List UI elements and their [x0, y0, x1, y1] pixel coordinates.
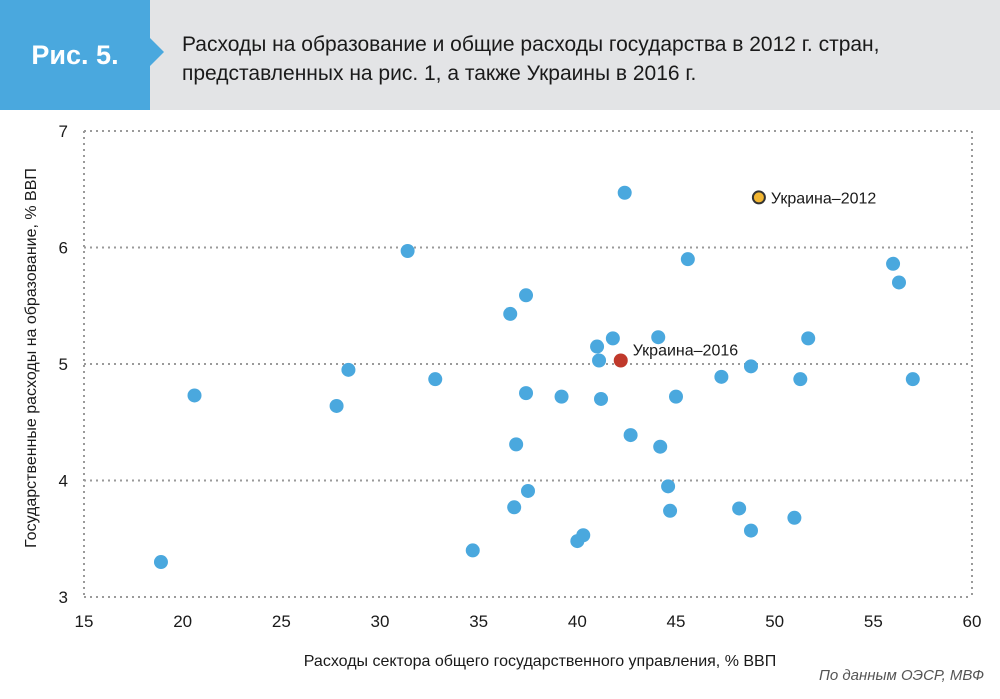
data-point — [465, 543, 480, 558]
data-point — [187, 388, 202, 403]
data-point — [732, 501, 747, 516]
data-point — [519, 288, 534, 303]
data-point — [651, 330, 666, 345]
data-point — [341, 362, 356, 377]
x-axis-label: Расходы сектора общего государственного … — [304, 653, 776, 670]
data-point — [801, 331, 816, 346]
point-labels: Украина–2012 Украина–2016 — [633, 190, 877, 359]
y-axis-label: Государственные расходы на образование, … — [23, 168, 40, 548]
data-point — [590, 339, 605, 354]
data-point — [329, 398, 344, 413]
x-tick-label: 30 — [371, 612, 390, 631]
data-point — [714, 369, 729, 384]
data-point — [886, 256, 901, 271]
x-tick-label: 45 — [667, 612, 686, 631]
chart-title-line-2: представленных на рис. 1, а также Украин… — [182, 62, 697, 85]
data-point — [787, 510, 802, 525]
figure-label: Рис. 5. — [31, 40, 119, 70]
y-tick-label: 6 — [59, 239, 68, 258]
data-point — [503, 306, 518, 321]
x-tick-label: 60 — [963, 612, 982, 631]
data-point — [576, 528, 591, 543]
data-point — [554, 389, 569, 404]
y-tick-label: 5 — [59, 355, 68, 374]
header-bar: Рис. 5. Расходы на образование и общие р… — [0, 0, 1000, 110]
x-tick-label: 35 — [469, 612, 488, 631]
x-tick-label: 55 — [864, 612, 883, 631]
x-tick-label: 20 — [173, 612, 192, 631]
data-point — [428, 372, 443, 387]
data-point — [521, 483, 535, 498]
data-point — [519, 386, 534, 401]
data-point — [891, 275, 906, 290]
figure-badge-arrow — [150, 38, 164, 66]
y-tick-label: 7 — [59, 122, 68, 141]
x-tick-label: 50 — [765, 612, 784, 631]
data-point — [594, 391, 609, 406]
data-point — [669, 389, 683, 404]
x-tick-labels: 15 20 25 30 35 40 45 50 55 60 — [75, 612, 982, 631]
source-note: По данным ОЭСР, МВФ — [818, 667, 984, 684]
label-ukraine-2012: Украина–2012 — [771, 190, 877, 207]
data-point — [653, 439, 668, 454]
data-point — [400, 243, 415, 258]
x-tick-label: 40 — [568, 612, 587, 631]
chart-title: Расходы на образование и общие расходы г… — [182, 30, 982, 88]
chart-title-line-1: Расходы на образование и общие расходы г… — [182, 33, 880, 56]
data-point — [605, 331, 620, 346]
data-point — [592, 353, 607, 368]
y-tick-labels: 3 4 5 6 7 — [59, 122, 68, 607]
data-point — [793, 372, 808, 387]
data-point — [507, 500, 522, 515]
x-tick-label: 25 — [272, 612, 291, 631]
label-ukraine-2016: Украина–2016 — [633, 343, 739, 360]
x-tick-label: 15 — [75, 612, 94, 631]
data-point — [153, 555, 168, 570]
data-point — [661, 479, 676, 494]
data-point — [743, 359, 758, 374]
data-point — [617, 185, 632, 200]
y-tick-label: 4 — [59, 472, 68, 491]
data-point — [623, 428, 638, 443]
data-point — [680, 252, 695, 267]
data-point — [905, 372, 920, 387]
data-points — [153, 185, 920, 570]
y-tick-label: 3 — [59, 588, 68, 607]
data-point-ukraine-2012 — [751, 190, 766, 205]
data-point — [509, 437, 524, 452]
data-point — [663, 503, 678, 518]
figure-badge — [0, 0, 150, 110]
grid-lines — [83, 130, 973, 598]
data-point — [743, 523, 758, 538]
data-point-ukraine-2016 — [613, 353, 628, 368]
